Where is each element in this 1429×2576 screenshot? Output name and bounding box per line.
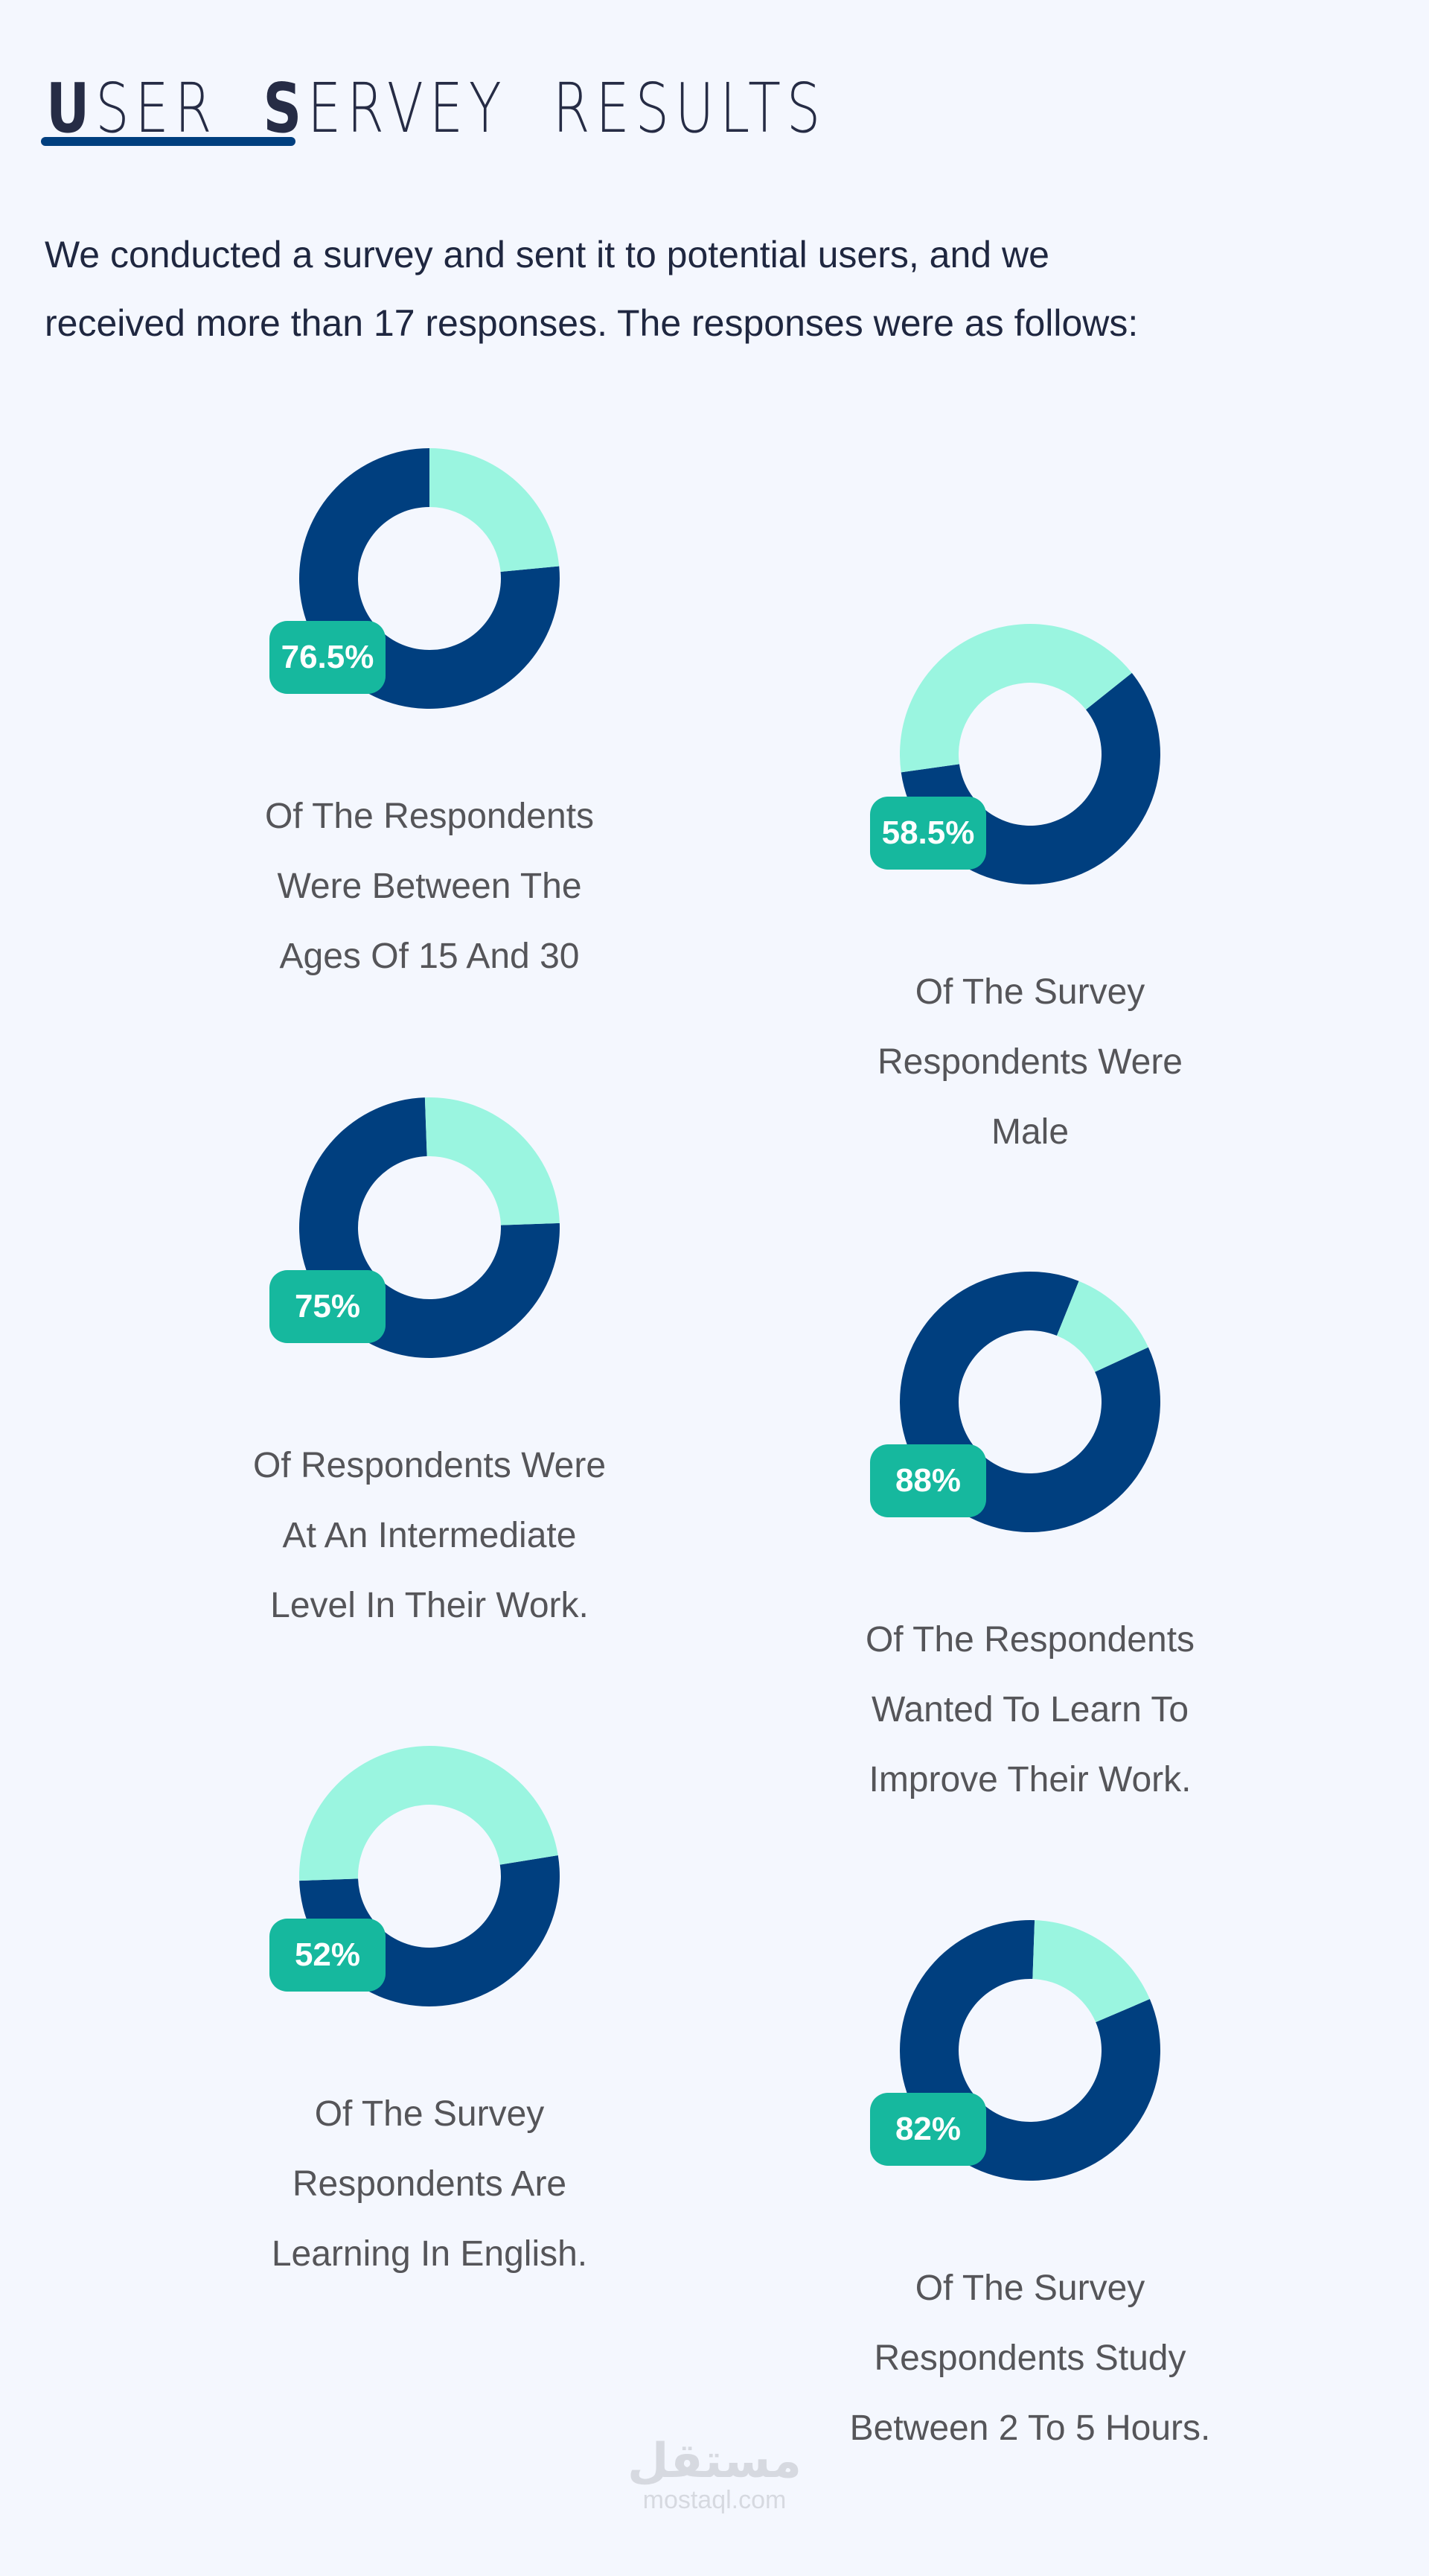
- watermark: مستقل mostaql.com: [625, 2435, 804, 2513]
- caption-line: Of The Survey: [314, 2094, 545, 2134]
- donut-segment-remainder: [1056, 1281, 1148, 1372]
- caption-line: Of The Survey: [915, 972, 1145, 1012]
- title-underline: [41, 137, 295, 146]
- caption-line: Male: [991, 1112, 1070, 1152]
- donut-segment-remainder: [429, 448, 560, 572]
- donut-segment-remainder: [424, 1097, 560, 1225]
- caption-line: Of The Respondents: [264, 797, 595, 836]
- percentage-badge: 58.5%: [870, 797, 986, 870]
- percentage-badge: 76.5%: [269, 621, 386, 694]
- watermark-latin: mostaql.com: [642, 2486, 787, 2514]
- donut-segment-remainder: [1032, 1920, 1150, 2023]
- percentage-badge: 52%: [269, 1919, 386, 1992]
- intro-line-2: received more than 17 responses. The res…: [45, 302, 1139, 344]
- donut-caption: Of The Survey Respondents Are Learning In …: [169, 2079, 690, 2289]
- caption-line: Between 2 To 5 Hours.: [849, 2408, 1211, 2448]
- caption-line: Ages Of 15 And 30: [279, 937, 580, 976]
- donut-caption: Of Respondents Were At An Intermediate Lev…: [169, 1431, 690, 1641]
- title-word-servey: SERVEY: [263, 68, 508, 148]
- caption-line: Improve Their Work.: [869, 1760, 1192, 1799]
- watermark-arabic: مستقل: [627, 2434, 802, 2487]
- percentage-badge: 82%: [870, 2093, 986, 2166]
- percentage-badge: 75%: [269, 1270, 386, 1343]
- donut-caption: Of The Respondents Wanted To Learn To Impr…: [770, 1605, 1291, 1815]
- caption-line: Of The Respondents: [865, 1620, 1195, 1660]
- caption-line: At An Intermediate: [282, 1516, 577, 1555]
- caption-line: Level In Their Work.: [270, 1586, 589, 1625]
- donut-segment-remainder: [900, 624, 1132, 773]
- donut-caption: Of The Survey Respondents Were Male: [770, 957, 1291, 1167]
- caption-line: Respondents Were: [877, 1042, 1183, 1082]
- caption-line: Of Respondents Were: [252, 1446, 607, 1485]
- title-word-results: RESULTS: [552, 68, 827, 148]
- donut-caption: Of The Survey Respondents Study Between 2 …: [770, 2254, 1291, 2464]
- title-word-user: USER: [46, 68, 218, 148]
- caption-line: Respondents Study: [874, 2339, 1186, 2378]
- donut-segment-remainder: [299, 1746, 558, 1881]
- intro-line-1: We conducted a survey and sent it to pot…: [45, 234, 1049, 275]
- page-title: USER SERVEY RESULTS: [46, 68, 826, 148]
- caption-line: Respondents Are: [292, 2164, 567, 2204]
- caption-line: Of The Survey: [915, 2269, 1145, 2308]
- caption-line: Were Between The: [277, 867, 582, 906]
- donut-caption: Of The Respondents Were Between The Ages O…: [169, 782, 690, 992]
- caption-line: Wanted To Learn To: [871, 1690, 1189, 1729]
- intro-text: We conducted a survey and sent it to pot…: [45, 220, 1384, 357]
- caption-line: Learning In English.: [271, 2234, 588, 2274]
- percentage-badge: 88%: [870, 1444, 986, 1517]
